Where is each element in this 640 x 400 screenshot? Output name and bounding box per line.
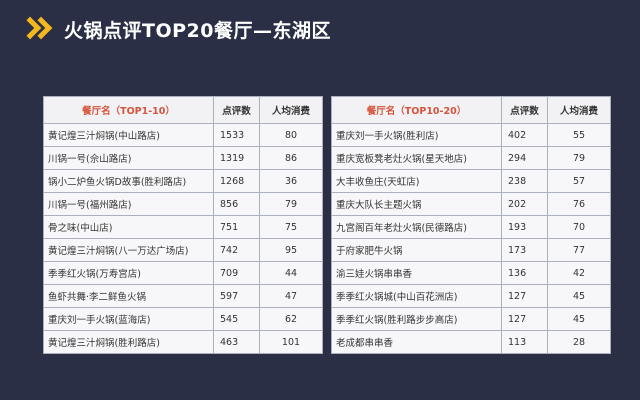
review-count-cell: 127 [501, 307, 548, 331]
restaurant-table: 餐厅名（TOP10-20） 点评数 人均消费 重庆刘一手火锅(胜利店) 402 55… [331, 96, 611, 354]
avg-spend-cell: 57 [547, 169, 611, 193]
review-count-cell: 127 [501, 284, 548, 308]
table-row: 老成都串串香 113 28 [331, 330, 611, 354]
table-row: 重庆大队长主题火锅 202 76 [331, 192, 611, 216]
restaurant-name-cell: 重庆刘一手火锅(蓝海店) [43, 307, 214, 331]
restaurant-name-cell: 季季红火锅(胜利路步步高店) [331, 307, 502, 331]
avg-spend-cell: 36 [259, 169, 323, 193]
review-count-cell: 545 [213, 307, 260, 331]
table-row: 黄记煌三汁焖锅(八一万达广场店) 742 95 [43, 238, 323, 262]
table-row: 重庆刘一手火锅(胜利店) 402 55 [331, 123, 611, 147]
review-count-cell: 402 [501, 123, 548, 147]
avg-spend-cell: 62 [259, 307, 323, 331]
restaurant-name-cell: 老成都串串香 [331, 330, 502, 354]
table-row: 川锅一号(福州路店) 856 79 [43, 192, 323, 216]
restaurant-name-cell: 黄记煌三汁焖锅(胜利路店) [43, 330, 214, 354]
review-count-cell: 1319 [213, 146, 260, 170]
review-count-cell: 751 [213, 215, 260, 239]
table-row: 骨之味(中山店) 751 75 [43, 215, 323, 239]
table-row: 于府家肥牛火锅 173 77 [331, 238, 611, 262]
page-title: 火锅点评TOP20餐厅—东湖区 [64, 19, 331, 42]
avg-spend-cell: 79 [547, 146, 611, 170]
restaurant-name-cell: 锅小二炉鱼火锅D故事(胜利路店) [43, 169, 214, 193]
table-row: 季季红火锅(万寿宫店) 709 44 [43, 261, 323, 285]
restaurant-name-cell: 九宫阁百年老灶火锅(民德路店) [331, 215, 502, 239]
avg-spend-cell: 70 [547, 215, 611, 239]
column-header-avg: 人均消费 [547, 96, 611, 124]
avg-spend-cell: 95 [259, 238, 323, 262]
table-row: 黄记煌三汁焖锅(中山路店) 1533 80 [43, 123, 323, 147]
review-count-cell: 173 [501, 238, 548, 262]
avg-spend-cell: 45 [547, 307, 611, 331]
table-header-row: 餐厅名（TOP10-20） 点评数 人均消费 [331, 96, 611, 124]
restaurant-name-cell: 重庆宽板凳老灶火锅(星天地店) [331, 146, 502, 170]
review-count-cell: 856 [213, 192, 260, 216]
table-row: 季季红火锅(胜利路步步高店) 127 45 [331, 307, 611, 331]
restaurant-name-cell: 重庆刘一手火锅(胜利店) [331, 123, 502, 147]
restaurant-table: 餐厅名（TOP1-10） 点评数 人均消费 黄记煌三汁焖锅(中山路店) 1533 8… [43, 96, 323, 354]
column-header-avg: 人均消费 [259, 96, 323, 124]
restaurant-name-cell: 川锅一号(福州路店) [43, 192, 214, 216]
restaurant-name-cell: 重庆大队长主题火锅 [331, 192, 502, 216]
table-row: 大丰收鱼庄(天虹店) 238 57 [331, 169, 611, 193]
avg-spend-cell: 44 [259, 261, 323, 285]
avg-spend-cell: 80 [259, 123, 323, 147]
column-header-name: 餐厅名（TOP1-10） [43, 96, 214, 124]
avg-spend-cell: 45 [547, 284, 611, 308]
review-count-cell: 742 [213, 238, 260, 262]
review-count-cell: 294 [501, 146, 548, 170]
page-header: 火锅点评TOP20餐厅—东湖区 [18, 11, 331, 47]
ranking-table-top1-10: 餐厅名（TOP1-10） 点评数 人均消费 黄记煌三汁焖锅(中山路店) 1533 8… [43, 96, 323, 354]
restaurant-name-cell: 川锅一号(佘山路店) [43, 146, 214, 170]
table-row: 九宫阁百年老灶火锅(民德路店) 193 70 [331, 215, 611, 239]
avg-spend-cell: 86 [259, 146, 323, 170]
restaurant-name-cell: 鱼虾共舞·李二鲜鱼火锅 [43, 284, 214, 308]
restaurant-name-cell: 渝三娃火锅串串香 [331, 261, 502, 285]
review-count-cell: 1268 [213, 169, 260, 193]
review-count-cell: 193 [501, 215, 548, 239]
restaurant-name-cell: 于府家肥牛火锅 [331, 238, 502, 262]
avg-spend-cell: 101 [259, 330, 323, 354]
avg-spend-cell: 42 [547, 261, 611, 285]
table-header-row: 餐厅名（TOP1-10） 点评数 人均消费 [43, 96, 323, 124]
avg-spend-cell: 47 [259, 284, 323, 308]
table-row: 锅小二炉鱼火锅D故事(胜利路店) 1268 36 [43, 169, 323, 193]
table-row: 鱼虾共舞·李二鲜鱼火锅 597 47 [43, 284, 323, 308]
avg-spend-cell: 77 [547, 238, 611, 262]
column-header-count: 点评数 [501, 96, 548, 124]
restaurant-name-cell: 黄记煌三汁焖锅(中山路店) [43, 123, 214, 147]
restaurant-name-cell: 黄记煌三汁焖锅(八一万达广场店) [43, 238, 214, 262]
restaurant-name-cell: 骨之味(中山店) [43, 215, 214, 239]
restaurant-name-cell: 大丰收鱼庄(天虹店) [331, 169, 502, 193]
avg-spend-cell: 75 [259, 215, 323, 239]
column-header-count: 点评数 [213, 96, 260, 124]
review-count-cell: 463 [213, 330, 260, 354]
review-count-cell: 136 [501, 261, 548, 285]
review-count-cell: 1533 [213, 123, 260, 147]
review-count-cell: 709 [213, 261, 260, 285]
table-row: 渝三娃火锅串串香 136 42 [331, 261, 611, 285]
restaurant-name-cell: 季季红火锅城(中山百花洲店) [331, 284, 502, 308]
review-count-cell: 113 [501, 330, 548, 354]
avg-spend-cell: 28 [547, 330, 611, 354]
ranking-table-top10-20: 餐厅名（TOP10-20） 点评数 人均消费 重庆刘一手火锅(胜利店) 402 55… [331, 96, 611, 354]
column-header-name: 餐厅名（TOP10-20） [331, 96, 502, 124]
review-count-cell: 238 [501, 169, 548, 193]
table-row: 川锅一号(佘山路店) 1319 86 [43, 146, 323, 170]
avg-spend-cell: 76 [547, 192, 611, 216]
table-row: 季季红火锅城(中山百花洲店) 127 45 [331, 284, 611, 308]
review-count-cell: 202 [501, 192, 548, 216]
table-row: 重庆刘一手火锅(蓝海店) 545 62 [43, 307, 323, 331]
avg-spend-cell: 79 [259, 192, 323, 216]
restaurant-name-cell: 季季红火锅(万寿宫店) [43, 261, 214, 285]
table-row: 黄记煌三汁焖锅(胜利路店) 463 101 [43, 330, 323, 354]
avg-spend-cell: 55 [547, 123, 611, 147]
review-count-cell: 597 [213, 284, 260, 308]
table-row: 重庆宽板凳老灶火锅(星天地店) 294 79 [331, 146, 611, 170]
double-chevron-icon [18, 14, 54, 44]
